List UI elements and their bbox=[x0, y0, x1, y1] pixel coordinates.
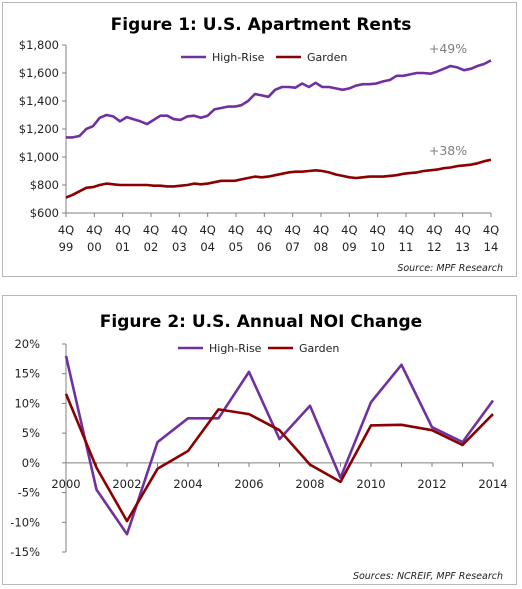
x-tick-label-quarter: 4Q bbox=[58, 223, 74, 237]
x-tick-label-quarter: 4Q bbox=[228, 223, 244, 237]
x-tick-label-quarter: 4Q bbox=[199, 223, 215, 237]
annotation-garden-change: +38% bbox=[429, 143, 467, 158]
x-tick-label-year: 12 bbox=[427, 240, 442, 254]
x-tick-label: 2004 bbox=[173, 477, 202, 491]
y-tick-label: $1,800 bbox=[19, 38, 59, 52]
legend-high-rise-label: High-Rise bbox=[209, 342, 262, 355]
x-tick-label-year: 09 bbox=[342, 240, 357, 254]
x-tick-label-year: 04 bbox=[200, 240, 215, 254]
x-tick-label-quarter: 4Q bbox=[313, 223, 329, 237]
x-tick-label-year: 11 bbox=[399, 240, 414, 254]
chart-source: Sources: NCREIF, MPF Research bbox=[353, 571, 503, 582]
annotation-high-rise-change: +49% bbox=[429, 41, 467, 56]
noi-change-chart: Figure 2: U.S. Annual NOI Change High-Ri… bbox=[10, 312, 507, 582]
x-tick-label-quarter: 4Q bbox=[256, 223, 272, 237]
legend-high-rise-label: High-Rise bbox=[212, 51, 265, 64]
x-tick-label-year: 02 bbox=[144, 240, 159, 254]
x-tick-label-quarter: 4Q bbox=[341, 223, 357, 237]
y-tick-label: -15% bbox=[10, 545, 40, 559]
x-tick-label-quarter: 4Q bbox=[143, 223, 159, 237]
x-tick-label-quarter: 4Q bbox=[398, 223, 414, 237]
y-tick-label: $1,200 bbox=[19, 122, 59, 136]
x-tick-label-quarter: 4Q bbox=[426, 223, 442, 237]
x-tick-label-year: 99 bbox=[59, 240, 74, 254]
x-tick-label-quarter: 4Q bbox=[284, 223, 300, 237]
x-tick-label-quarter: 4Q bbox=[114, 223, 130, 237]
legend: High-Rise Garden bbox=[181, 51, 347, 64]
legend-garden-label: Garden bbox=[299, 342, 339, 355]
x-tick-label-year: 00 bbox=[87, 240, 102, 254]
series-line-high-rise bbox=[64, 355, 495, 536]
figure-1-panel: Figure 1: U.S. Apartment Rents High-Rise… bbox=[2, 2, 517, 277]
y-tick-label: $800 bbox=[30, 178, 59, 192]
x-tick-label-year: 06 bbox=[257, 240, 272, 254]
series-line-garden bbox=[65, 158, 492, 199]
y-tick-label: $1,600 bbox=[19, 66, 59, 80]
chart-title: Figure 1: U.S. Apartment Rents bbox=[111, 15, 412, 35]
y-tick-label: $600 bbox=[30, 206, 59, 220]
x-tick-label-year: 10 bbox=[370, 240, 385, 254]
y-tick-label: $1,000 bbox=[19, 150, 59, 164]
y-tick-label: 0% bbox=[22, 456, 40, 470]
x-tick-label: 2014 bbox=[478, 477, 507, 491]
x-tick-label-year: 08 bbox=[314, 240, 329, 254]
x-tick-label-quarter: 4Q bbox=[483, 223, 499, 237]
y-tick-label: 20% bbox=[14, 337, 40, 351]
x-tick-label: 2012 bbox=[417, 477, 446, 491]
legend: High-Rise Garden bbox=[178, 342, 339, 355]
x-tick-label: 2010 bbox=[356, 477, 385, 491]
x-tick-label-year: 03 bbox=[172, 240, 187, 254]
x-tick-label-quarter: 4Q bbox=[454, 223, 470, 237]
x-tick-label: 2008 bbox=[295, 477, 324, 491]
x-tick-label-year: 05 bbox=[229, 240, 244, 254]
x-tick-label: 2006 bbox=[234, 477, 263, 491]
series-line-garden bbox=[64, 393, 494, 523]
x-tick-label-quarter: 4Q bbox=[369, 223, 385, 237]
y-tick-label: -10% bbox=[10, 515, 40, 529]
y-tick-label: 15% bbox=[14, 367, 40, 381]
y-tick-label: -5% bbox=[18, 486, 40, 500]
chart-source: Source: MPF Research bbox=[397, 263, 503, 274]
x-tick-label-year: 13 bbox=[455, 240, 470, 254]
y-tick-label: 5% bbox=[22, 426, 40, 440]
y-tick-label: 10% bbox=[14, 396, 40, 410]
chart-title: Figure 2: U.S. Annual NOI Change bbox=[100, 312, 422, 332]
apartment-rents-chart: Figure 1: U.S. Apartment Rents High-Rise… bbox=[19, 15, 503, 274]
x-tick-label-quarter: 4Q bbox=[86, 223, 102, 237]
x-tick-label-year: 01 bbox=[115, 240, 130, 254]
y-tick-label: $1,400 bbox=[19, 94, 59, 108]
x-tick-label-quarter: 4Q bbox=[171, 223, 187, 237]
figure-2-panel: Figure 2: U.S. Annual NOI Change High-Ri… bbox=[2, 295, 517, 585]
legend-garden-label: Garden bbox=[307, 51, 347, 64]
x-tick-label: 2002 bbox=[112, 477, 141, 491]
x-tick-label-year: 07 bbox=[285, 240, 300, 254]
series-line-high-rise bbox=[66, 59, 492, 139]
x-tick-label: 2000 bbox=[51, 477, 80, 491]
x-tick-label-year: 14 bbox=[484, 240, 499, 254]
